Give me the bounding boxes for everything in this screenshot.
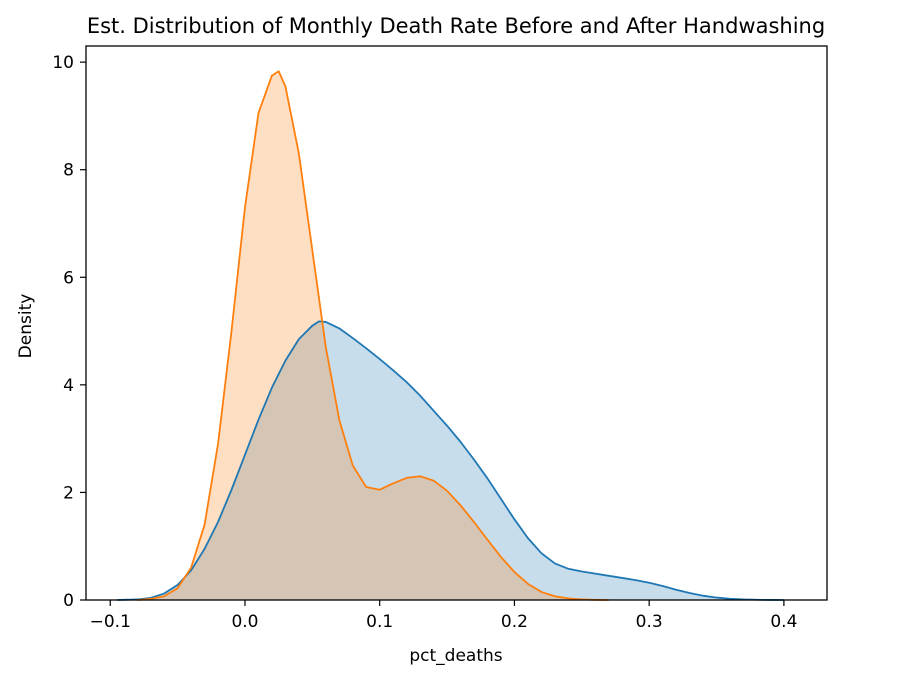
y-axis-label: Density <box>16 294 36 359</box>
x-axis: −0.1 0.0 0.1 0.2 0.3 0.4 <box>90 600 797 632</box>
series-2-line <box>137 70 609 601</box>
y-tick-label: 4 <box>63 376 74 396</box>
y-tick-label: 10 <box>52 53 74 73</box>
chart-title: Est. Distribution of Monthly Death Rate … <box>87 14 825 38</box>
x-tick-label: 0.3 <box>636 612 663 632</box>
x-axis-label: pct_deaths <box>409 646 502 666</box>
x-tick-label: 0.1 <box>366 612 393 632</box>
plot-frame <box>85 45 828 601</box>
plot-area <box>116 70 784 601</box>
x-tick-label: 0.2 <box>501 612 528 632</box>
x-tick-label: 0.4 <box>770 612 797 632</box>
series-2-fill <box>137 71 609 600</box>
y-tick-label: 0 <box>63 591 74 611</box>
series-1-fill <box>116 321 784 600</box>
y-tick-label: 8 <box>63 161 74 181</box>
y-tick-label: 2 <box>63 483 74 503</box>
y-axis: 0 2 4 6 8 10 <box>52 53 86 611</box>
x-tick-label: 0.0 <box>231 612 258 632</box>
x-tick-label: −0.1 <box>90 612 131 632</box>
series-1-line <box>116 320 784 601</box>
y-tick-label: 6 <box>63 268 74 288</box>
